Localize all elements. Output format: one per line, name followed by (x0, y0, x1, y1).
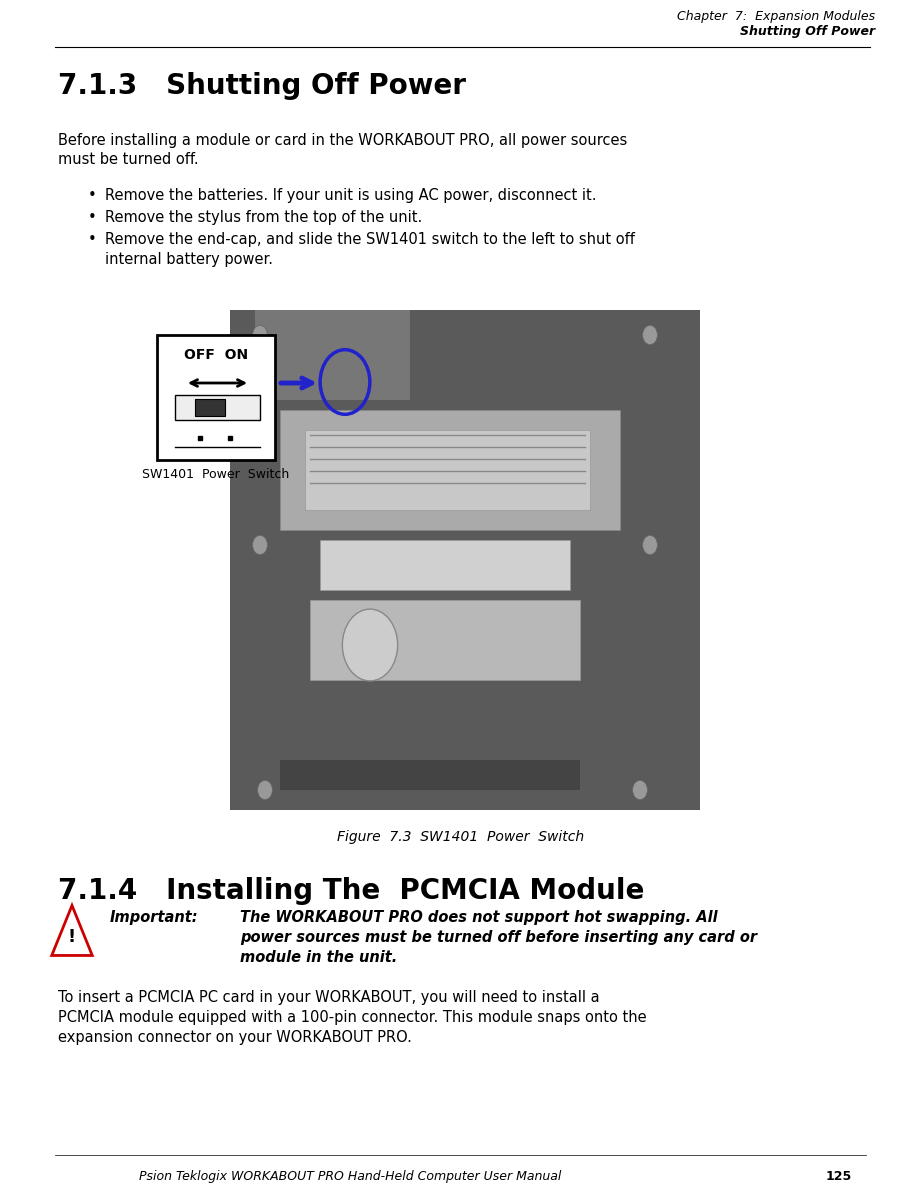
Text: Important:: Important: (110, 910, 199, 925)
Text: Remove the end-cap, and slide the SW1401 switch to the left to shut off: Remove the end-cap, and slide the SW1401… (105, 232, 635, 247)
Text: Chapter  7:  Expansion Modules: Chapter 7: Expansion Modules (677, 10, 875, 23)
Text: •: • (88, 188, 97, 203)
Text: power sources must be turned off before inserting any card or: power sources must be turned off before … (240, 930, 757, 944)
Text: 125: 125 (826, 1169, 852, 1183)
Text: Psion Teklogix WORKABOUT PRO Hand-Held Computer User Manual: Psion Teklogix WORKABOUT PRO Hand-Held C… (139, 1169, 561, 1183)
Bar (320, 540, 570, 590)
Text: !: ! (68, 929, 76, 947)
Text: module in the unit.: module in the unit. (240, 950, 397, 965)
Text: Before installing a module or card in the WORKABOUT PRO, all power sources: Before installing a module or card in th… (58, 133, 627, 148)
Text: •: • (88, 209, 97, 225)
Bar (230, 310, 700, 810)
Circle shape (343, 609, 398, 681)
Text: The WORKABOUT PRO does not support hot swapping. All: The WORKABOUT PRO does not support hot s… (240, 910, 717, 925)
Polygon shape (52, 905, 92, 955)
Circle shape (633, 780, 647, 800)
Text: Remove the stylus from the top of the unit.: Remove the stylus from the top of the un… (105, 209, 422, 225)
Circle shape (252, 326, 267, 345)
Bar (310, 600, 580, 680)
Circle shape (252, 535, 267, 554)
Circle shape (643, 326, 658, 345)
Bar (255, 310, 410, 400)
Text: Figure  7.3  SW1401  Power  Switch: Figure 7.3 SW1401 Power Switch (337, 830, 585, 844)
Bar (157, 335, 275, 460)
Text: 7.1.3   Shutting Off Power: 7.1.3 Shutting Off Power (58, 72, 466, 101)
Text: SW1401  Power  Switch: SW1401 Power Switch (143, 468, 289, 481)
Text: •: • (88, 232, 97, 247)
Bar (280, 411, 620, 530)
Bar (305, 430, 590, 510)
Text: PCMCIA module equipped with a 100-pin connector. This module snaps onto the: PCMCIA module equipped with a 100-pin co… (58, 1010, 647, 1025)
Text: Shutting Off Power: Shutting Off Power (740, 25, 875, 38)
Text: internal battery power.: internal battery power. (105, 253, 273, 267)
Text: must be turned off.: must be turned off. (58, 152, 199, 168)
Bar (280, 760, 580, 790)
Text: 7.1.4   Installing The  PCMCIA Module: 7.1.4 Installing The PCMCIA Module (58, 877, 645, 905)
Text: To insert a PCMCIA PC card in your WORKABOUT, you will need to install a: To insert a PCMCIA PC card in your WORKA… (58, 990, 600, 1005)
Text: Remove the batteries. If your unit is using AC power, disconnect it.: Remove the batteries. If your unit is us… (105, 188, 597, 203)
Bar (175, 395, 260, 420)
Circle shape (643, 535, 658, 554)
Text: expansion connector on your WORKABOUT PRO.: expansion connector on your WORKABOUT PR… (58, 1029, 412, 1045)
Circle shape (258, 780, 273, 800)
Bar (195, 399, 225, 417)
Text: OFF  ON: OFF ON (184, 348, 248, 361)
